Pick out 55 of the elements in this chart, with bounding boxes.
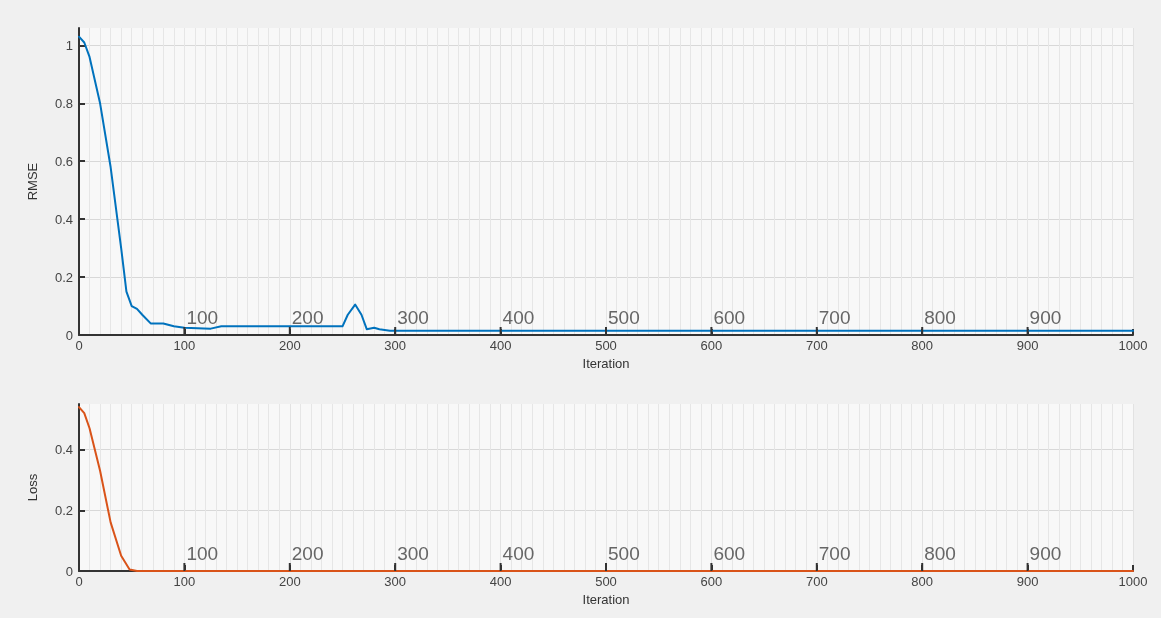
x-tick-label: 900	[1016, 338, 1039, 353]
x-tick-label: 300	[384, 574, 407, 589]
annotation: 500	[608, 542, 640, 564]
annotation: 800	[924, 306, 956, 328]
annotation: 700	[818, 542, 851, 564]
x-tick-label: 800	[911, 574, 934, 589]
annotation: 100	[186, 542, 219, 564]
x-tick-label: 600	[700, 574, 723, 589]
y-axis-title: RMSE	[25, 162, 40, 201]
x-tick-label: 900	[1016, 574, 1039, 589]
line-series	[78, 406, 1134, 572]
annotation: 300	[397, 542, 429, 564]
y-tick-label: 0.4	[54, 211, 73, 227]
y-tick-label: 0.4	[54, 442, 73, 458]
x-axis-title: Iteration	[582, 592, 630, 607]
x-tick-label: 1000	[1118, 338, 1148, 353]
annotation: 200	[291, 542, 324, 564]
x-tick-label: 400	[489, 574, 512, 589]
y-tick-label: 0.8	[54, 95, 73, 111]
y-tick-label: 0.2	[54, 269, 73, 285]
annotation: 600	[713, 306, 746, 328]
x-tick-label: 1000	[1118, 574, 1148, 589]
annotation: 500	[608, 306, 640, 328]
x-tick-label: 200	[278, 338, 301, 353]
x-tick-label: 700	[805, 338, 828, 353]
annotation: 400	[502, 306, 535, 328]
x-tick-label: 100	[173, 338, 196, 353]
annotation: 900	[1029, 542, 1062, 564]
annotation: 100	[186, 306, 219, 328]
x-tick-label: 600	[700, 338, 723, 353]
x-tick-label: 500	[595, 574, 617, 589]
x-tick-label: 500	[595, 338, 617, 353]
annotation: 800	[924, 542, 956, 564]
annotation: 900	[1029, 306, 1062, 328]
y-tick-label: 0.2	[54, 502, 73, 518]
x-tick-label: 800	[911, 338, 934, 353]
x-tick-label: 300	[384, 338, 407, 353]
x-tick-label: 400	[489, 338, 512, 353]
x-tick-label: 0	[75, 338, 83, 353]
y-tick-label: 1	[65, 37, 73, 53]
line-series	[78, 35, 1134, 332]
x-tick-label: 0	[75, 574, 83, 589]
x-tick-label: 200	[278, 574, 301, 589]
annotation: 200	[291, 306, 324, 328]
annotation: 700	[818, 306, 851, 328]
y-axis-title: Loss	[25, 473, 40, 502]
y-tick-label: 0.6	[54, 153, 73, 169]
annotation: 400	[502, 542, 535, 564]
x-tick-label: 100	[173, 574, 196, 589]
x-tick-label: 700	[805, 574, 828, 589]
x-axis-title: Iteration	[582, 356, 630, 371]
y-tick-label: 0	[65, 563, 73, 579]
y-tick-label: 0	[65, 327, 73, 343]
annotation: 600	[713, 542, 746, 564]
annotation: 300	[397, 306, 429, 328]
